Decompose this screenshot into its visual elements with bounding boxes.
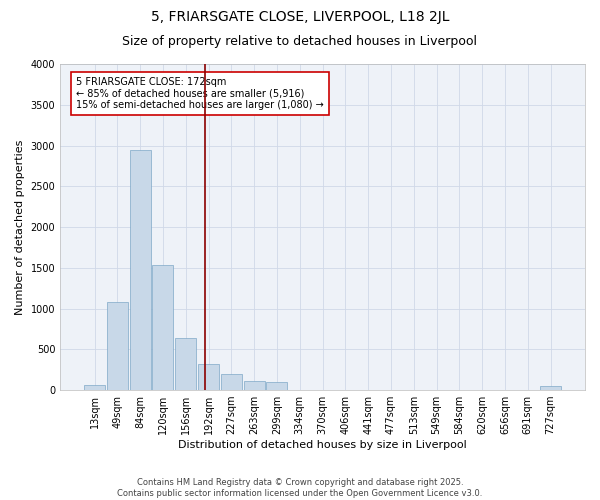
Bar <box>130 150 151 390</box>
X-axis label: Distribution of detached houses by size in Liverpool: Distribution of detached houses by size … <box>178 440 467 450</box>
Bar <box>540 386 561 390</box>
Bar <box>266 382 287 390</box>
Bar <box>244 381 265 390</box>
Bar <box>221 374 242 390</box>
Text: Size of property relative to detached houses in Liverpool: Size of property relative to detached ho… <box>122 35 478 48</box>
Text: Contains HM Land Registry data © Crown copyright and database right 2025.
Contai: Contains HM Land Registry data © Crown c… <box>118 478 482 498</box>
Bar <box>198 364 219 390</box>
Y-axis label: Number of detached properties: Number of detached properties <box>15 140 25 314</box>
Bar <box>152 266 173 390</box>
Bar <box>175 338 196 390</box>
Bar <box>84 385 105 390</box>
Bar <box>107 302 128 390</box>
Text: 5 FRIARSGATE CLOSE: 172sqm
← 85% of detached houses are smaller (5,916)
15% of s: 5 FRIARSGATE CLOSE: 172sqm ← 85% of deta… <box>76 77 323 110</box>
Text: 5, FRIARSGATE CLOSE, LIVERPOOL, L18 2JL: 5, FRIARSGATE CLOSE, LIVERPOOL, L18 2JL <box>151 10 449 24</box>
